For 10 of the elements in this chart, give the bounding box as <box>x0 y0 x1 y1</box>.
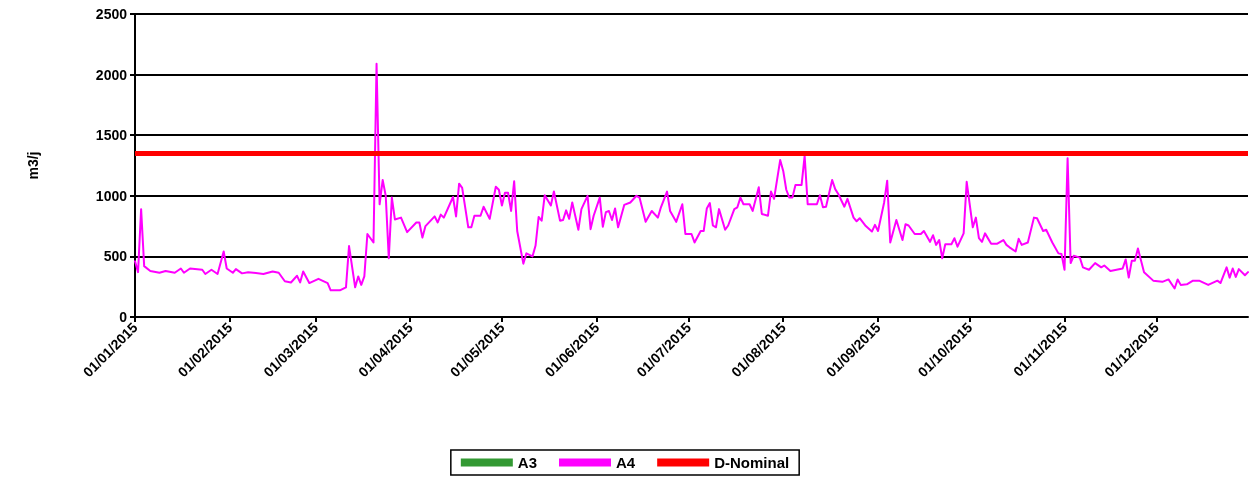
legend-label: A4 <box>616 454 636 471</box>
y-axis-title: m3/j <box>25 151 41 180</box>
y-tick-label: 0 <box>119 309 128 325</box>
y-tick-label: 1000 <box>95 187 128 204</box>
legend-label: A3 <box>517 454 538 471</box>
legend-label: D-Nominal <box>714 454 790 471</box>
y-tick-label: 2000 <box>95 66 128 83</box>
y-tick-label: 1500 <box>95 127 128 144</box>
y-tick-label: 2500 <box>95 6 128 22</box>
y-tick-label: 500 <box>103 248 128 265</box>
